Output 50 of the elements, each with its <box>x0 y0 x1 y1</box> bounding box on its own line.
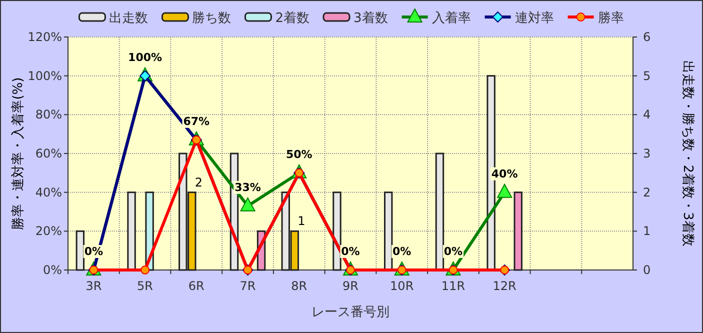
x-tick-label: 9R <box>342 279 358 293</box>
x-tick-label: 3R <box>86 279 102 293</box>
x-tick-label: 6R <box>188 279 204 293</box>
y-tick-label: 20% <box>35 224 62 238</box>
bar <box>514 192 522 271</box>
y-tick-label: 60% <box>35 146 62 160</box>
x-tick-label: 8R <box>291 279 308 293</box>
y2-tick-label: 4 <box>643 108 651 122</box>
data-label: 100% <box>128 50 162 64</box>
data-label: 0% <box>392 245 412 258</box>
point <box>240 197 256 212</box>
point <box>497 184 512 198</box>
bar <box>332 192 342 271</box>
legend-label: 3着数 <box>354 10 388 26</box>
data-label: 67% <box>183 114 210 128</box>
y2-axis-title: 出走数・勝ち数・2着数・3着数 <box>680 60 696 246</box>
y-tick-label: 0% <box>42 263 62 277</box>
y-axis-title: 勝率・連対率・入着率(%) <box>10 77 26 230</box>
y2-tick-label: 1 <box>643 224 651 238</box>
data-label: 0% <box>84 245 104 258</box>
x-tick-label: 12R <box>492 279 516 293</box>
legend-label: 勝ち数 <box>192 11 232 26</box>
y2-tick-label: 0 <box>643 263 651 277</box>
x-axis-title: レース番号別 <box>312 305 390 320</box>
y-tick-label: 120% <box>28 30 62 44</box>
bar <box>76 230 85 271</box>
legend-label: 連対率 <box>514 10 554 26</box>
x-tick-label: 11R <box>441 279 466 293</box>
y2-tick-label: 2 <box>643 185 651 200</box>
data-label: 1 <box>298 214 306 228</box>
y2-tick-label: 3 <box>643 146 651 160</box>
x-tick-label: 7R <box>240 279 256 293</box>
point <box>140 266 150 274</box>
data-label: 33% <box>234 180 261 194</box>
legend-label: 出走数 <box>109 11 148 26</box>
x-tick-label: 10R <box>390 279 414 293</box>
data-label: 40% <box>491 167 518 180</box>
data-label: 0% <box>341 245 360 258</box>
data-label: 50% <box>286 148 312 161</box>
data-label: 2 <box>194 175 203 190</box>
y-tick-label: 80% <box>35 108 62 122</box>
y-tick-label: 100% <box>28 68 62 83</box>
y-tick-label: 40% <box>35 185 62 200</box>
data-label: 0% <box>444 245 463 258</box>
x-tick-label: 5R <box>137 279 154 293</box>
y2-tick-label: 6 <box>643 30 651 44</box>
y2-tick-label: 5 <box>643 68 651 83</box>
legend-label: 2着数 <box>275 10 310 26</box>
legend-label: 入着率 <box>432 10 471 26</box>
legend-label: 勝率 <box>598 10 624 26</box>
